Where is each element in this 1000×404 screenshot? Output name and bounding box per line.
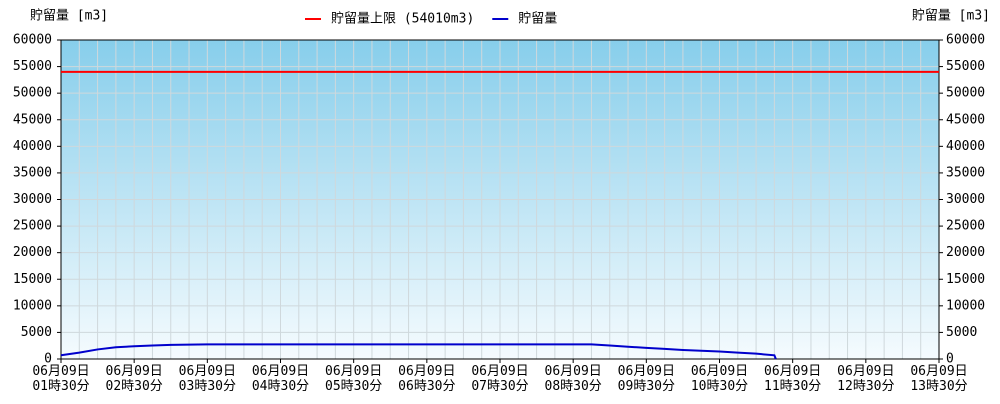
y-tick-label: 55000: [13, 59, 52, 74]
x-tick-label: 06月09日 12時30分: [837, 364, 894, 394]
y2-tick-label: 45000: [946, 112, 985, 127]
x-tick-label: 06月09日 10時30分: [691, 364, 748, 394]
y2-tick-label: 60000: [946, 33, 985, 48]
y2-tick-label: 20000: [946, 245, 985, 260]
y-tick-label: 0: [44, 352, 52, 367]
x-tick-label: 06月09日 07時30分: [471, 364, 528, 394]
x-tick-label: 06月09日 04時30分: [252, 364, 309, 394]
x-tick-label: 06月09日 11時30分: [764, 364, 821, 394]
x-tick-label: 06月09日 08時30分: [545, 364, 602, 394]
y-tick-label: 35000: [13, 165, 52, 180]
plot-border: [60, 39, 940, 360]
x-tick-label: 06月09日 05時30分: [325, 364, 382, 394]
y2-tick-label: 15000: [946, 272, 985, 287]
y-tick-label: 40000: [13, 139, 52, 154]
y-tick-label: 10000: [13, 298, 52, 313]
x-tick-label: 06月09日 06時30分: [398, 364, 455, 394]
y2-tick-label: 25000: [946, 219, 985, 234]
y-tick-label: 20000: [13, 245, 52, 260]
y2-tick-label: 30000: [946, 192, 985, 207]
y-tick-label: 60000: [13, 33, 52, 48]
x-tick-label: 06月09日 13時30分: [910, 364, 967, 394]
x-tick-label: 06月09日 02時30分: [106, 364, 163, 394]
y-tick-label: 45000: [13, 112, 52, 127]
y-tick-label: 15000: [13, 272, 52, 287]
y2-tick-label: 35000: [946, 165, 985, 180]
legend-label: 貯留量: [518, 12, 557, 27]
x-tick-label: 06月09日 01時30分: [32, 364, 89, 394]
y-tick-label: 25000: [13, 219, 52, 234]
y2-tick-label: 55000: [946, 59, 985, 74]
y2-axis-title: 貯留量 [m3]: [912, 9, 990, 24]
x-tick-label: 06月09日 09時30分: [618, 364, 675, 394]
y2-tick-label: 0: [946, 352, 954, 367]
x-tick-label: 06月09日 03時30分: [179, 364, 236, 394]
legend: 貯留量上限 (54010m3) 貯留量: [305, 12, 557, 27]
y2-tick-label: 10000: [946, 298, 985, 313]
y-tick-label: 30000: [13, 192, 52, 207]
y-tick-label: 5000: [21, 325, 52, 340]
y-tick-label: 50000: [13, 86, 52, 101]
y-axis-title: 貯留量 [m3]: [30, 9, 108, 24]
y2-tick-label: 50000: [946, 86, 985, 101]
y2-tick-label: 40000: [946, 139, 985, 154]
legend-label: 貯留量上限 (54010m3): [331, 12, 474, 27]
y2-tick-label: 5000: [946, 325, 977, 340]
series-line: [60, 343, 777, 360]
